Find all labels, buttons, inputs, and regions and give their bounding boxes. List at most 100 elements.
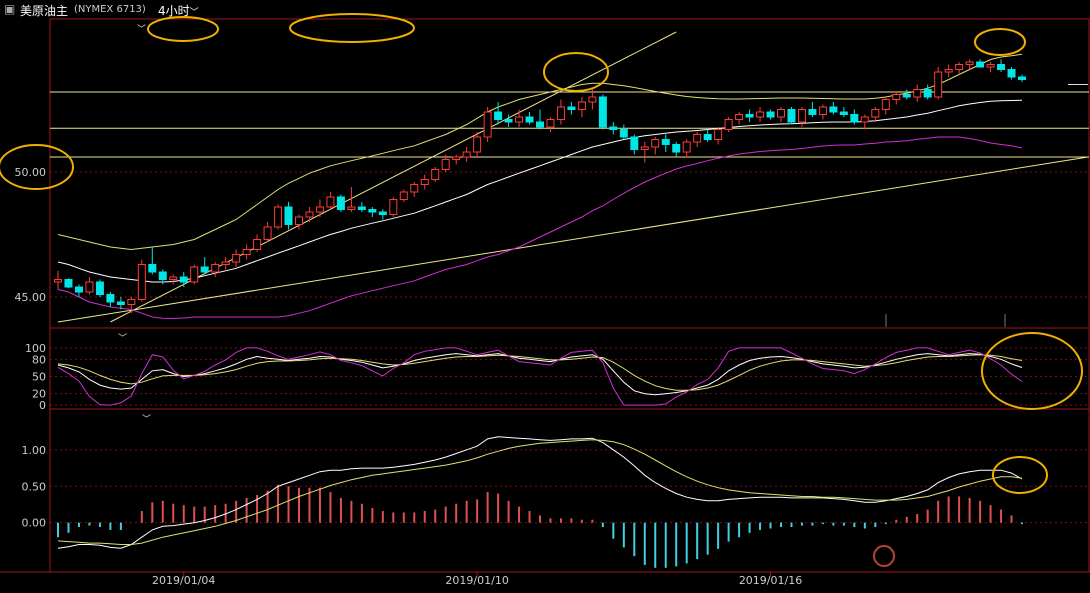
candle-body xyxy=(200,266,209,273)
candle-body xyxy=(347,206,356,210)
candle-body xyxy=(106,294,115,303)
candle-body xyxy=(682,141,691,153)
watermark-logo xyxy=(873,545,895,567)
candle-body xyxy=(598,96,607,128)
candle-body xyxy=(336,196,345,210)
candle-body xyxy=(892,94,901,100)
candle-body xyxy=(703,134,712,140)
candle-body xyxy=(997,64,1006,70)
chevron-down-icon: ﹀ xyxy=(137,24,146,35)
candle-body xyxy=(389,199,398,215)
top-bar: ▣ 美原油主 (NYMEX 6713) 4小时﹀ xyxy=(0,0,1090,18)
candle-body xyxy=(64,279,73,288)
candle-body xyxy=(95,281,104,295)
candle-body xyxy=(315,206,324,213)
candle-body xyxy=(326,196,335,208)
candle-body xyxy=(1007,69,1016,78)
macd-diff-line xyxy=(57,436,1023,549)
candle-body xyxy=(263,226,272,240)
candle-body xyxy=(515,116,524,123)
candle-body xyxy=(913,89,922,98)
candle-body xyxy=(808,109,817,115)
macd-tick-label: 1.00 xyxy=(22,444,47,457)
candle-body xyxy=(588,96,597,103)
candle-body xyxy=(483,111,492,138)
candle-body xyxy=(630,136,639,150)
chevron-down-icon: ﹀ xyxy=(118,333,127,344)
candle-body xyxy=(661,139,670,145)
kdj-tick-label: 80 xyxy=(32,353,46,366)
candle-body xyxy=(473,136,482,153)
date-tick-label: 2019/01/04 xyxy=(152,574,215,587)
candle-body xyxy=(452,156,461,160)
kdj-d-line xyxy=(57,354,1023,391)
candle-body xyxy=(546,119,555,128)
square-icon[interactable]: ▣ xyxy=(4,2,16,16)
candle-body xyxy=(242,249,251,255)
instrument-name: 美原油主 xyxy=(20,4,69,18)
date-tick-label: 2019/01/10 xyxy=(445,574,508,587)
candle-body xyxy=(839,111,848,115)
mid-highlight-circle xyxy=(147,16,219,42)
candle-body xyxy=(284,206,293,225)
candle-body xyxy=(462,151,471,158)
candle-body xyxy=(221,261,230,265)
candle-body xyxy=(955,64,964,70)
candle-body xyxy=(158,271,167,280)
candle-body xyxy=(410,184,419,193)
chevron-down-icon: ﹀ xyxy=(142,414,151,425)
price-tick-label: 50.00 xyxy=(15,166,47,179)
candle-body xyxy=(431,169,440,180)
candle-body xyxy=(504,119,513,123)
candle-body xyxy=(609,126,618,130)
candle-body xyxy=(1018,76,1026,80)
candle-body xyxy=(190,266,199,283)
candle-body xyxy=(368,209,377,213)
candle-body xyxy=(54,279,62,283)
candle-body xyxy=(745,114,754,118)
candle-body xyxy=(274,206,283,228)
period-selector[interactable]: 4小时﹀ xyxy=(158,2,199,19)
high-highlight-circle xyxy=(543,52,609,92)
chevron-down-icon: ﹀ xyxy=(189,8,199,18)
macd-dea-line xyxy=(57,439,1023,545)
candle-body xyxy=(850,114,859,123)
fifty-level-circle xyxy=(0,144,74,190)
date-tick-label: 2019/01/16 xyxy=(739,574,802,587)
candle-body xyxy=(724,119,733,130)
boll-upper-line xyxy=(57,53,1023,251)
price-tick-label: 45.00 xyxy=(15,291,47,304)
candle-body xyxy=(965,61,974,65)
kdj-tick-label: 0 xyxy=(39,399,46,412)
candle-body xyxy=(420,179,429,185)
kdj-tick-label: 100 xyxy=(25,342,46,355)
candle-body xyxy=(127,299,136,305)
macd-highlight-circle xyxy=(992,456,1048,494)
candle-body xyxy=(860,116,869,123)
recent-high-circle xyxy=(974,28,1026,56)
kdj-j-line xyxy=(57,347,1023,406)
candle-body xyxy=(934,71,943,98)
candle-body xyxy=(714,129,723,140)
macd-tick-label: 0.00 xyxy=(22,517,47,530)
kdj-tick-label: 20 xyxy=(32,388,46,401)
kdj-k-line xyxy=(57,353,1023,396)
kdj-highlight-circle xyxy=(981,332,1083,410)
macd-tick-label: 0.50 xyxy=(22,480,47,493)
kdj-tick-label: 50 xyxy=(32,371,46,384)
candle-body xyxy=(169,276,178,280)
candle-body xyxy=(881,99,890,110)
boll-lower-line xyxy=(57,136,1023,320)
candle-body xyxy=(829,106,838,113)
candle-body xyxy=(766,111,775,118)
candle-body xyxy=(818,106,827,115)
chart-frame xyxy=(49,18,1090,573)
candle-body xyxy=(797,109,806,123)
candle-body xyxy=(787,109,796,123)
candle-body xyxy=(399,191,408,200)
instrument-code: (NYMEX 6713) xyxy=(74,4,146,15)
candle-body xyxy=(74,286,83,293)
candle-body xyxy=(232,254,241,263)
candle-body xyxy=(619,129,628,138)
